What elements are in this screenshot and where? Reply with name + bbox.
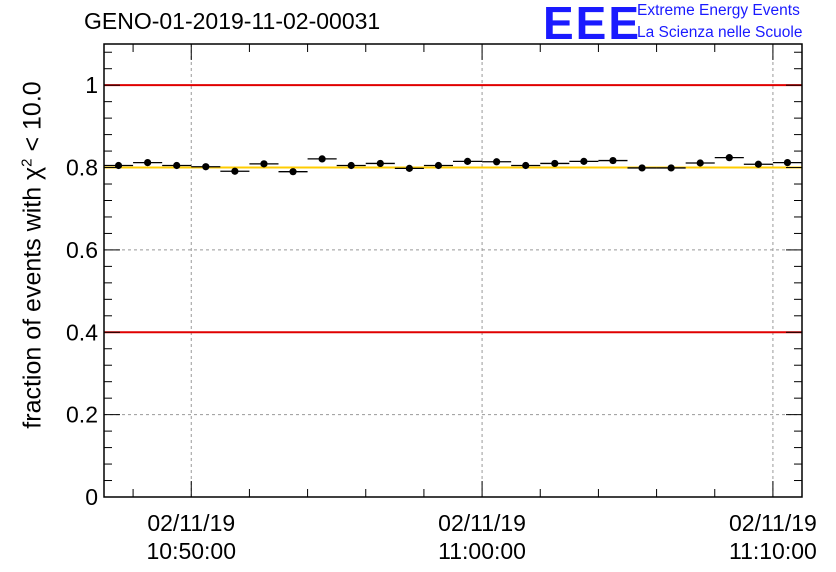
data-point [667, 164, 675, 172]
x-tick-label-date: 02/11/19 [729, 510, 817, 536]
data-point [260, 160, 268, 168]
run-title: GENO-01-2019-11-02-00031 [84, 8, 381, 34]
data-point [405, 164, 413, 172]
x-tick-label-date: 02/11/19 [438, 510, 526, 536]
logo-subtitle-line1: Extreme Energy Events [637, 2, 800, 19]
y-tick-label: 1 [85, 72, 98, 98]
data-point [376, 159, 384, 168]
y-tick-label: 0.2 [66, 402, 98, 428]
data-point [144, 159, 152, 167]
eee-logo: EEE [543, 0, 642, 49]
y-tick-label: 0.4 [66, 319, 98, 345]
y-axis-label: fraction of events with χ2 < 10.0 [18, 81, 47, 428]
data-point [493, 158, 501, 166]
data-point [231, 167, 239, 175]
data-point [696, 159, 704, 167]
y-tick-label: 0 [85, 484, 98, 510]
x-tick-label-time: 10:50:00 [146, 538, 236, 564]
data-point [202, 163, 210, 171]
logo-subtitle-line2: La Scienza nelle Scuole [637, 24, 803, 41]
data-point [783, 159, 792, 167]
y-axis-label-symbol: χ [18, 166, 47, 180]
data-point [551, 159, 559, 168]
x-tick-label-date: 02/11/19 [147, 510, 235, 536]
data-point [463, 157, 472, 165]
data-point [725, 154, 733, 162]
x-tick-label-time: 11:00:00 [438, 538, 526, 564]
y-axis-label-power: 2 [18, 158, 36, 167]
data-point [347, 161, 355, 170]
data-point [434, 161, 443, 170]
data-point [289, 168, 297, 176]
data-point [173, 161, 181, 170]
y-axis-label-prefix: fraction of events with [18, 186, 47, 429]
data-point [114, 161, 123, 170]
y-tick-label: 0.8 [66, 155, 98, 181]
y-tick-label: 0.6 [66, 237, 98, 263]
data-point [638, 164, 646, 172]
plot-frame [103, 43, 803, 498]
x-tick-label-time: 11:10:00 [729, 538, 817, 564]
y-axis-label-suffix: < 10.0 [18, 81, 47, 152]
data-point [580, 157, 588, 165]
data-point [522, 161, 530, 170]
data-point [609, 156, 617, 165]
data-point [754, 160, 762, 168]
data-point [318, 155, 326, 163]
